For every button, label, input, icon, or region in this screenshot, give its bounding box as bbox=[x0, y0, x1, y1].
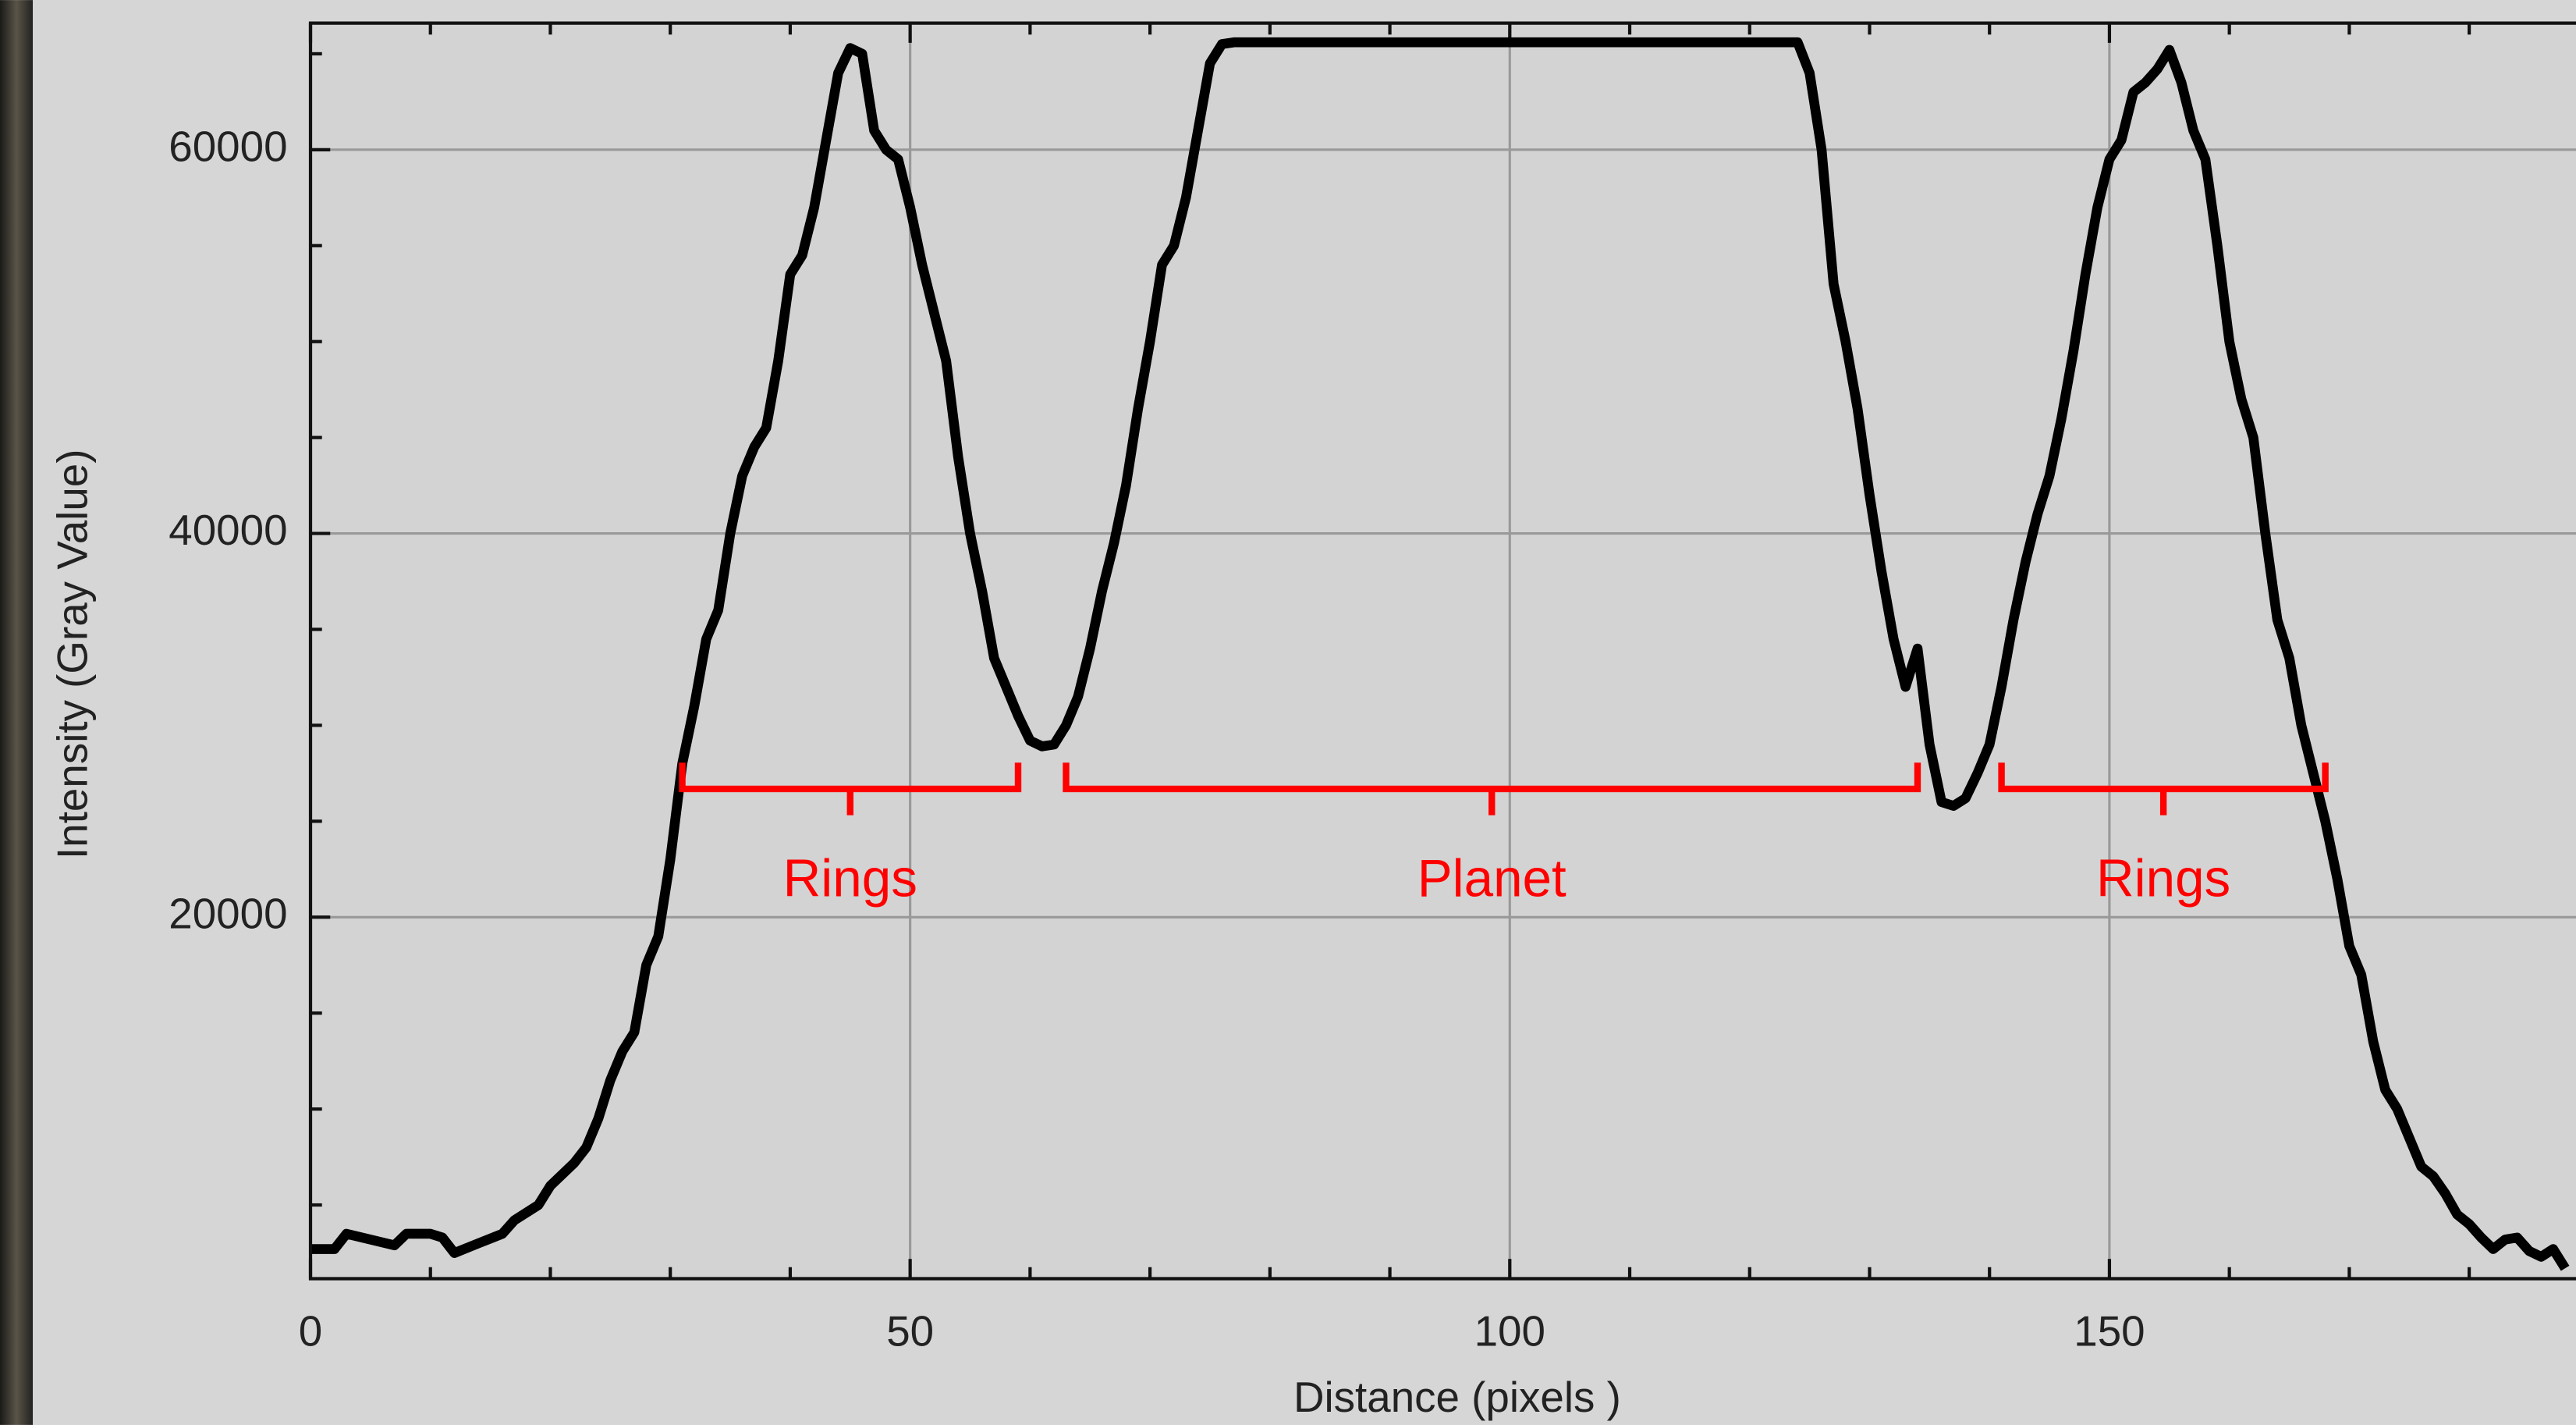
annotation-bracket bbox=[1063, 762, 1921, 816]
x-tick-label: 100 bbox=[1474, 1307, 1545, 1356]
image-strip bbox=[0, 0, 34, 1425]
x-tick-label: 50 bbox=[886, 1307, 934, 1356]
y-tick-label: 20000 bbox=[169, 890, 287, 938]
annotation-label: Rings bbox=[783, 850, 917, 908]
x-axis-label: Distance (pixels ) bbox=[1293, 1373, 1621, 1421]
annotation-label: Rings bbox=[2096, 850, 2230, 908]
y-axis-label: Intensity (Gray Value) bbox=[48, 450, 96, 859]
y-tick-label: 40000 bbox=[169, 506, 287, 554]
x-tick-label: 150 bbox=[2074, 1307, 2145, 1356]
plot-frame bbox=[308, 21, 2576, 1281]
y-tick-label: 60000 bbox=[169, 122, 287, 170]
x-tick-label: 0 bbox=[299, 1307, 322, 1356]
profile-line bbox=[310, 37, 2570, 1271]
annotation-label: Planet bbox=[1418, 850, 1567, 908]
plot-area bbox=[310, 23, 2576, 1279]
annotation-bracket bbox=[1998, 762, 2329, 816]
annotation-bracket bbox=[679, 762, 1022, 816]
